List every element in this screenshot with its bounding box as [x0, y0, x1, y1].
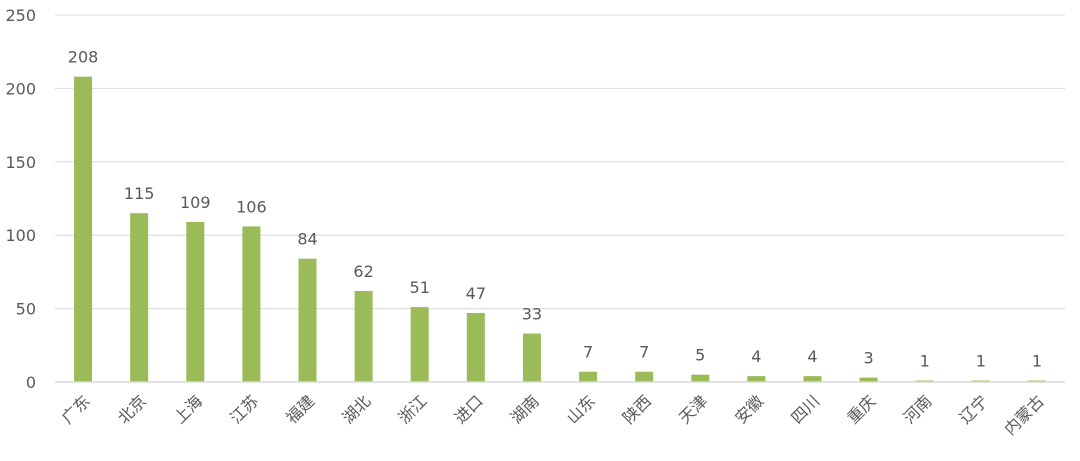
x-tick-label: 湖南 — [507, 391, 543, 427]
x-tick-label: 进口 — [451, 391, 487, 427]
x-tick-label: 湖北 — [338, 391, 374, 427]
x-tick-label: 天津 — [675, 391, 711, 427]
x-tick-label: 浙江 — [394, 391, 430, 427]
x-tick-label: 广东 — [58, 391, 94, 427]
x-tick-label: 江苏 — [226, 391, 262, 427]
data-label: 84 — [297, 230, 317, 249]
data-label: 4 — [807, 347, 817, 366]
bar — [74, 76, 93, 382]
bar — [242, 226, 261, 382]
y-tick-label: 100 — [5, 226, 36, 245]
data-label: 1 — [976, 352, 986, 371]
x-tick-label: 上海 — [170, 391, 206, 427]
data-label: 109 — [180, 193, 211, 212]
data-label: 106 — [236, 197, 267, 216]
data-label: 62 — [353, 262, 373, 281]
x-tick-label: 福建 — [282, 391, 318, 427]
x-tick-label: 辽宁 — [956, 391, 992, 427]
data-label: 5 — [695, 346, 705, 365]
data-label: 47 — [466, 284, 486, 303]
bar — [466, 313, 485, 382]
y-tick-label: 50 — [16, 300, 36, 319]
bar — [186, 221, 205, 382]
bar — [130, 213, 149, 382]
bar — [298, 258, 317, 382]
data-label: 1 — [920, 352, 930, 371]
data-label: 7 — [583, 343, 593, 362]
bar — [522, 333, 541, 382]
bar — [859, 377, 878, 382]
bar — [354, 290, 373, 382]
data-label: 115 — [124, 184, 155, 203]
x-tick-label: 重庆 — [843, 391, 879, 427]
y-tick-label: 0 — [26, 373, 36, 392]
bar — [410, 307, 429, 382]
y-tick-label: 250 — [5, 6, 36, 25]
y-tick-label: 150 — [5, 153, 36, 172]
data-label: 1 — [1032, 352, 1042, 371]
x-tick-label: 安徽 — [731, 391, 767, 427]
x-tick-label: 河南 — [899, 391, 935, 427]
data-label: 4 — [751, 347, 761, 366]
data-label: 33 — [522, 305, 542, 324]
bar — [579, 371, 598, 382]
data-label: 208 — [68, 48, 99, 67]
x-tick-label: 山东 — [563, 391, 599, 427]
data-label: 51 — [410, 278, 430, 297]
y-tick-label: 200 — [5, 79, 36, 98]
bar — [803, 376, 822, 382]
data-label: 7 — [639, 343, 649, 362]
data-label: 3 — [864, 349, 874, 368]
bar — [635, 371, 654, 382]
x-tick-label: 内蒙古 — [1000, 391, 1047, 438]
x-tick-label: 北京 — [114, 391, 150, 427]
bar — [747, 376, 766, 382]
x-tick-label: 四川 — [787, 391, 823, 427]
x-tick-label: 陕西 — [619, 391, 655, 427]
bar — [691, 374, 710, 382]
